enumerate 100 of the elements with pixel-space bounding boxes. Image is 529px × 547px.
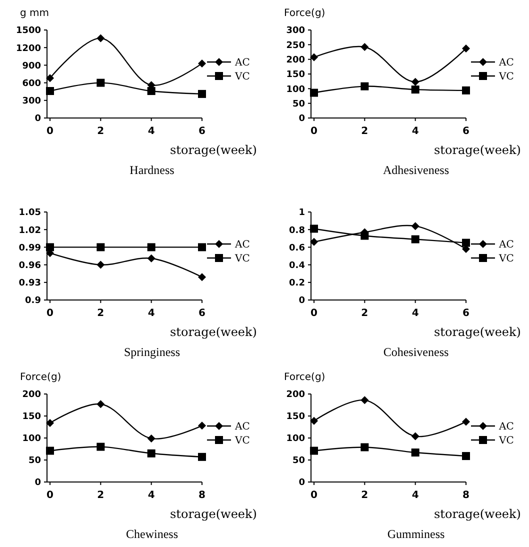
- point: [360, 82, 369, 90]
- point: [310, 416, 318, 425]
- y-tick-label: 50: [292, 99, 305, 110]
- x-tick-label: 6: [198, 126, 206, 137]
- point: [198, 90, 206, 98]
- point: [198, 59, 206, 68]
- y-axis-title: g mm: [20, 8, 50, 19]
- x-tick-label: 6: [462, 126, 470, 137]
- y-tick-label: 0: [298, 114, 305, 124]
- point: [96, 260, 105, 269]
- y-tick-label: 200: [286, 390, 305, 400]
- x-tick-label: 4: [412, 490, 419, 501]
- x-tick-label: 4: [148, 308, 155, 319]
- y-tick-label: 100: [286, 84, 305, 95]
- text: Cohesiveness: [383, 345, 449, 359]
- x-tick-label: 2: [361, 308, 368, 319]
- legend-label: AC: [234, 240, 250, 250]
- y-tick-label: 300: [22, 96, 41, 107]
- y-axis-title: Force(g): [284, 8, 326, 19]
- y-tick-label: 0: [298, 296, 305, 306]
- x-axis-title: storage(week): [434, 325, 521, 339]
- x-tick-label: 0: [46, 126, 54, 137]
- point: [310, 446, 318, 455]
- point: [147, 449, 156, 458]
- y-tick-label: 150: [286, 412, 305, 422]
- x-tick-label: 2: [361, 126, 368, 137]
- point: [198, 422, 206, 430]
- legend-label: VC: [498, 254, 514, 264]
- text: Chewiness: [126, 527, 178, 541]
- y-tick-label: 150: [22, 412, 41, 422]
- point: [462, 86, 470, 94]
- y-tick-label: 1: [298, 208, 305, 218]
- point: [462, 44, 470, 52]
- point: [310, 238, 318, 246]
- x-tick-label: 8: [462, 490, 470, 501]
- y-tick-label: 0.2: [289, 278, 305, 289]
- x-tick-label: 4: [412, 126, 419, 137]
- legend-label: AC: [234, 422, 250, 432]
- point: [147, 254, 156, 262]
- legend-label: VC: [234, 72, 250, 82]
- point: [411, 432, 420, 440]
- x-tick-label: 4: [148, 126, 155, 137]
- point: [147, 87, 156, 96]
- y-tick-label: 0.9: [25, 296, 41, 306]
- y-tick-label: 1200: [16, 44, 41, 54]
- y-tick-label: 0.8: [289, 226, 305, 236]
- x-tick-label: 2: [361, 490, 368, 501]
- y-tick-label: 200: [286, 55, 305, 66]
- legend-label: VC: [498, 72, 514, 82]
- y-tick-label: 900: [22, 61, 41, 72]
- y-tick-label: 1.05: [18, 208, 41, 218]
- x-axis-title: storage(week): [170, 325, 257, 339]
- y-tick-label: 0.96: [18, 260, 41, 271]
- text: Adhesiveness: [383, 163, 450, 177]
- point: [411, 235, 420, 244]
- y-axis-title: Force(g): [284, 372, 326, 383]
- point: [147, 434, 156, 442]
- legend-label: AC: [234, 58, 250, 68]
- y-tick-label: 0: [34, 114, 41, 124]
- point: [96, 442, 105, 451]
- point: [46, 419, 54, 428]
- point: [46, 87, 54, 96]
- point: [46, 446, 54, 455]
- x-tick-label: 6: [462, 308, 470, 319]
- point: [96, 400, 105, 408]
- x-tick-label: 4: [148, 490, 155, 501]
- point: [198, 273, 206, 282]
- point: [462, 452, 470, 460]
- x-axis-title: storage(week): [170, 507, 257, 521]
- y-tick-label: 0.6: [289, 243, 305, 254]
- y-tick-label: 0: [34, 478, 41, 488]
- point: [198, 243, 206, 252]
- x-tick-label: 8: [198, 490, 206, 501]
- point: [462, 238, 470, 247]
- legend-label: VC: [498, 436, 514, 446]
- y-tick-label: 1.02: [18, 226, 41, 236]
- point: [96, 78, 105, 87]
- y-tick-label: 100: [286, 434, 305, 444]
- y-tick-label: 50: [28, 456, 41, 466]
- point: [96, 34, 105, 42]
- point: [360, 396, 369, 404]
- point: [310, 88, 318, 97]
- y-tick-label: 0.99: [18, 243, 41, 254]
- point: [310, 224, 318, 233]
- legend-label: VC: [234, 436, 250, 446]
- x-tick-label: 6: [198, 308, 206, 319]
- x-tick-label: 0: [46, 308, 54, 319]
- y-tick-label: 0.4: [289, 260, 305, 271]
- legend-label: AC: [498, 240, 514, 250]
- x-tick-label: 4: [412, 308, 419, 319]
- point: [411, 222, 420, 230]
- x-tick-label: 0: [310, 308, 318, 319]
- point: [198, 452, 206, 461]
- y-tick-label: 150: [286, 70, 305, 80]
- point: [411, 78, 420, 86]
- point: [462, 418, 470, 426]
- legend-label: VC: [234, 254, 250, 264]
- x-axis-title: storage(week): [434, 507, 521, 521]
- y-tick-label: 600: [22, 78, 41, 89]
- y-tick-label: 0: [298, 478, 305, 488]
